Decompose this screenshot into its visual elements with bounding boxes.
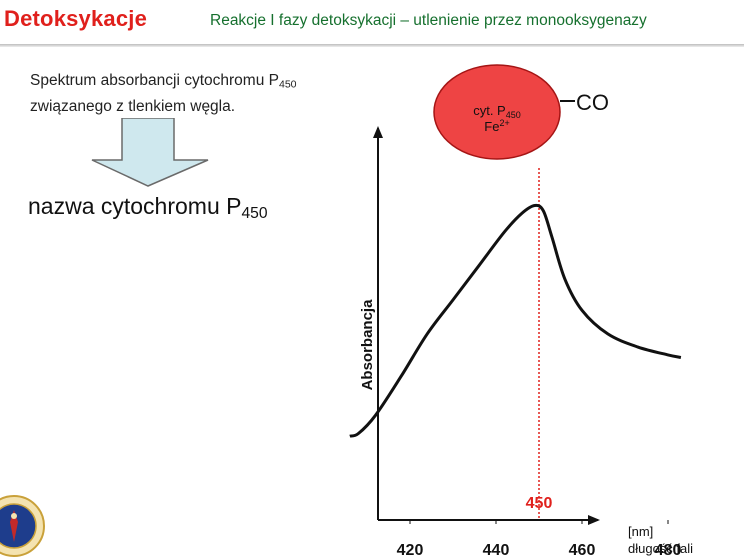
x-axis-label: długość fali xyxy=(628,541,693,556)
cytochrome-label: cyt. P450 xyxy=(473,103,521,120)
peak-marker-label: 450 xyxy=(526,495,553,512)
y-axis-arrowhead xyxy=(373,126,383,138)
intro-text: Spektrum absorbancji cytochromu P450 zwi… xyxy=(30,70,297,117)
down-arrow-icon xyxy=(91,118,209,187)
intro-line-1: Spektrum absorbancji cytochromu P450 xyxy=(30,72,297,91)
university-seal-icon xyxy=(0,495,45,557)
x-axis-arrowhead xyxy=(588,515,600,525)
x-tick-label: 420 xyxy=(397,542,424,559)
cytochrome-ellipse xyxy=(433,64,561,160)
slide-title: Detoksykacje xyxy=(4,6,148,31)
x-tick-label: 440 xyxy=(483,542,510,559)
y-axis-label: Absorbancja xyxy=(359,299,376,391)
header-divider xyxy=(0,44,744,47)
absorbance-curve xyxy=(349,203,682,438)
x-tick-label: 480 xyxy=(655,542,682,559)
co-bound-heme: cyt. P450 Fe2+ CO xyxy=(433,64,609,160)
cytochrome-name: nazwa cytochromu P450 xyxy=(28,193,268,222)
x-axis-unit: [nm] xyxy=(628,524,653,539)
slide-subtitle: Reakcje I fazy detoksykacji – utlenienie… xyxy=(210,12,647,29)
co-ligand-label: CO xyxy=(576,90,609,115)
x-tick-label: 460 xyxy=(569,542,596,559)
intro-line-2: związanego z tlenkiem węgla. xyxy=(30,97,236,115)
iron-ion-label: Fe2+ xyxy=(484,118,509,134)
